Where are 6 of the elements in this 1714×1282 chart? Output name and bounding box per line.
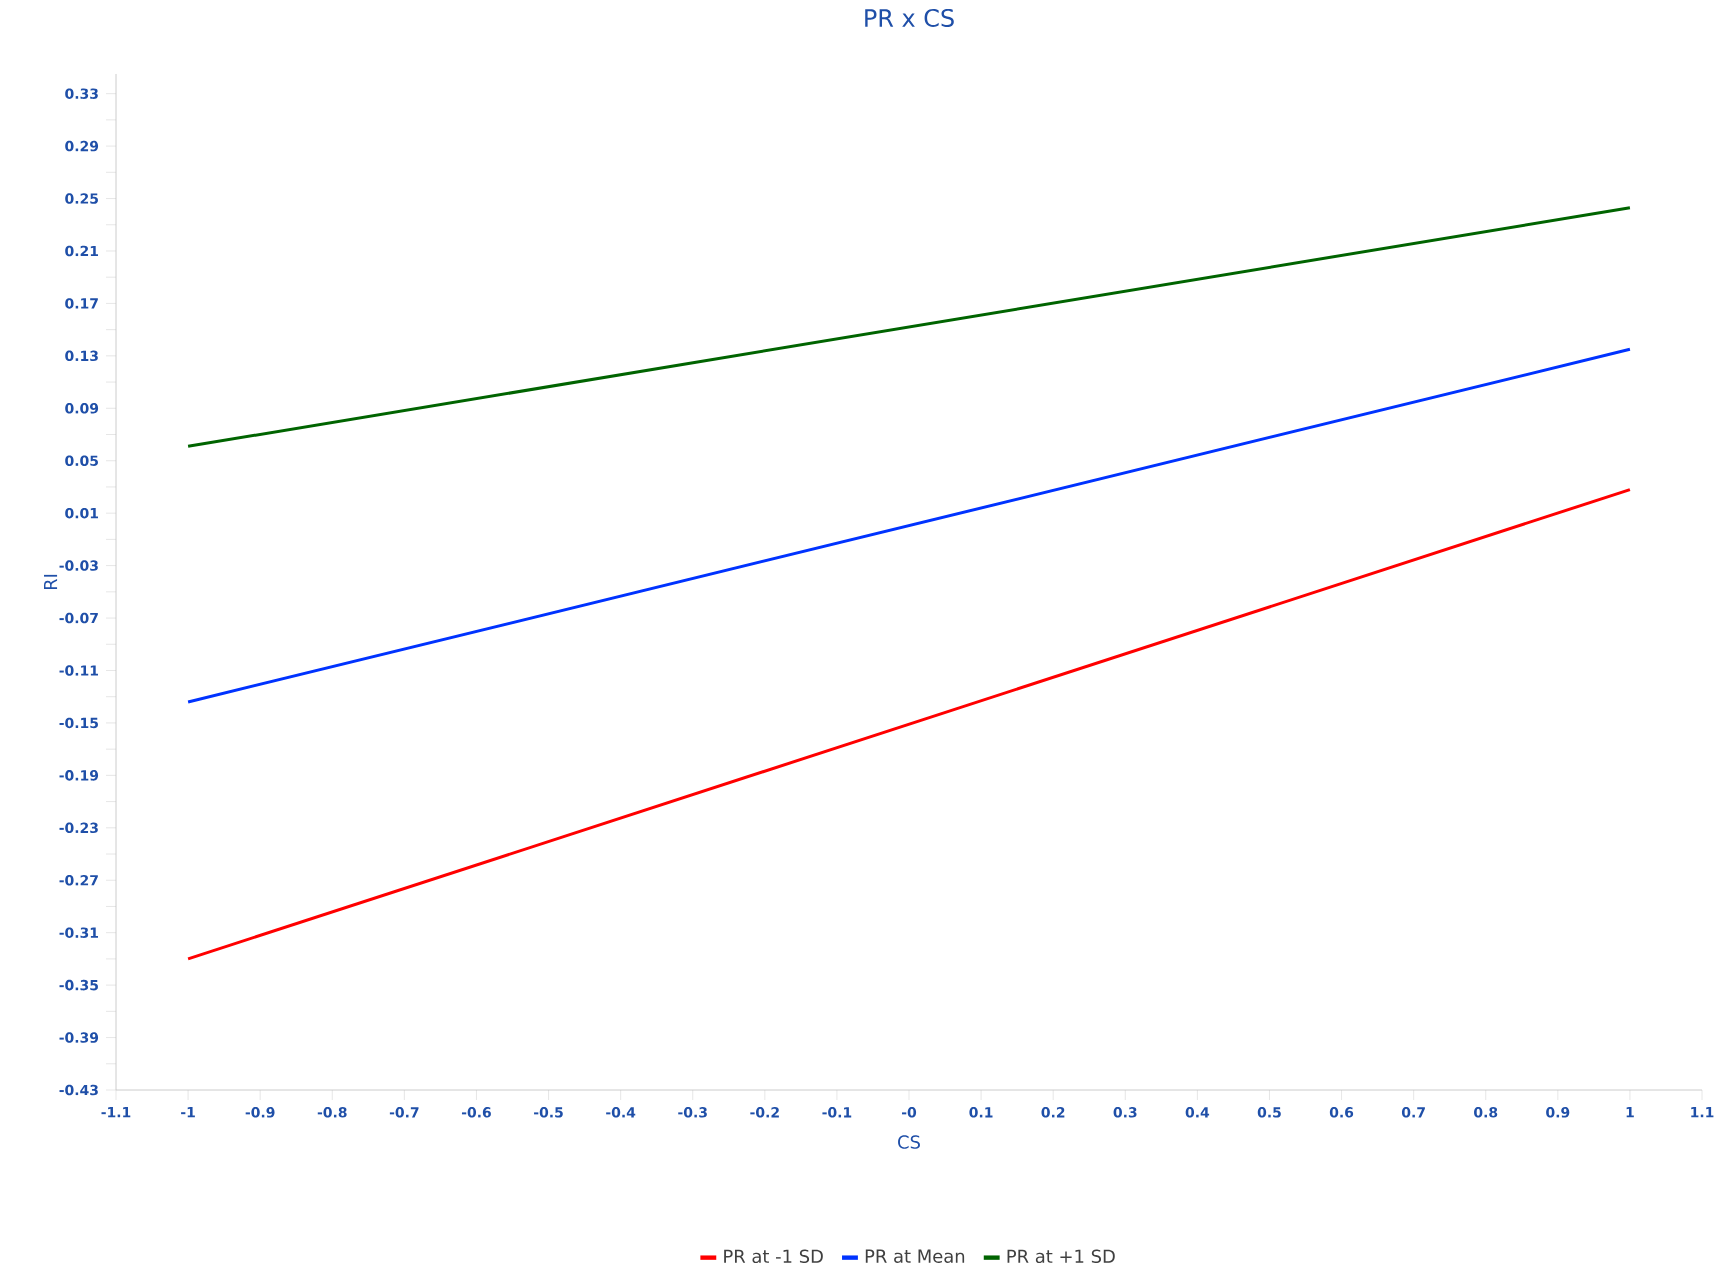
- chart-title: PR x CS: [865, 8, 954, 27]
- legend-label: PR at +1 SD: [1007, 1249, 1115, 1264]
- legend-label: PR at -1 SD: [724, 1249, 823, 1264]
- x-axis-title: CS: [898, 1135, 920, 1149]
- legend-label: PR at Mean: [865, 1249, 965, 1263]
- y-axis-title: RI: [44, 574, 58, 590]
